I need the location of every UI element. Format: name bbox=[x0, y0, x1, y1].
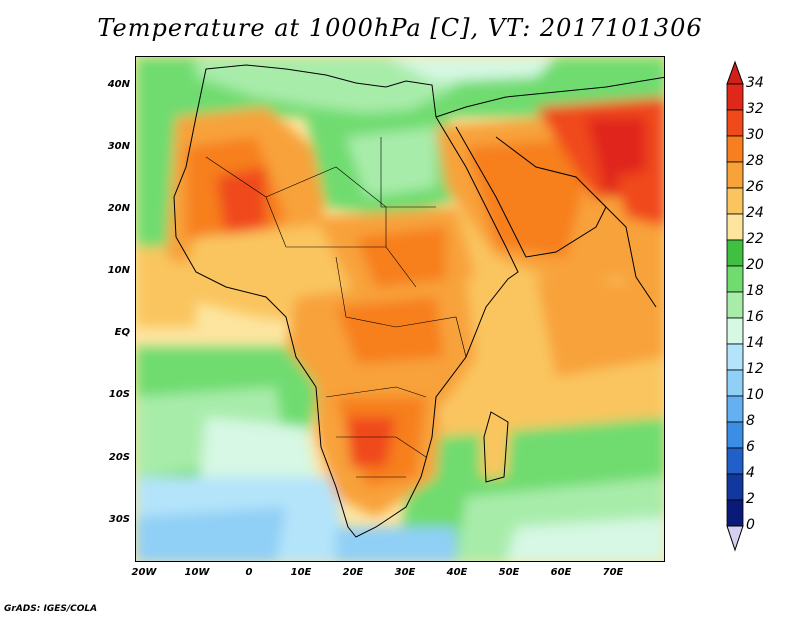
colorbar-swatch bbox=[726, 187, 744, 215]
colorbar-label: 34 bbox=[746, 75, 764, 91]
coastline bbox=[173, 64, 664, 538]
colorbar-swatch bbox=[726, 421, 744, 449]
lat-label-eq: EQ bbox=[114, 327, 130, 338]
colorbar-swatch bbox=[726, 473, 744, 501]
colorbar-label: 14 bbox=[746, 335, 764, 351]
colorbar-label: 10 bbox=[746, 387, 764, 403]
lon-label-60e: 60E bbox=[550, 567, 572, 578]
colorbar-swatch bbox=[726, 291, 744, 319]
colorbar-label: 12 bbox=[746, 361, 764, 377]
colorbar-swatch bbox=[726, 239, 744, 267]
lat-label-20s: 20S bbox=[108, 452, 130, 463]
colorbar-swatch bbox=[726, 395, 744, 423]
lat-label-10s: 10S bbox=[108, 389, 130, 400]
colorbar-label: 24 bbox=[746, 205, 764, 221]
map-title: Temperature at 1000hPa [C], VT: 20171013… bbox=[97, 14, 703, 42]
colorbar-swatch bbox=[726, 109, 744, 137]
colorbar-label: 4 bbox=[746, 465, 755, 481]
colorbar-label: 32 bbox=[746, 101, 764, 117]
temperature-field bbox=[136, 57, 664, 561]
colorbar-label: 6 bbox=[746, 439, 755, 455]
colorbar-label: 2 bbox=[746, 491, 755, 507]
colorbar-label: 0 bbox=[746, 517, 755, 533]
colorbar-label: 8 bbox=[746, 413, 755, 429]
lon-label-10w: 10W bbox=[184, 567, 210, 578]
credit-text: GrADS: IGES/COLA bbox=[4, 604, 98, 614]
colorbar-label: 28 bbox=[746, 153, 764, 169]
country-borders bbox=[205, 137, 467, 478]
lon-label-20e: 20E bbox=[342, 567, 364, 578]
colorbar-swatch bbox=[726, 161, 744, 189]
lon-label-70e: 70E bbox=[602, 567, 624, 578]
temperature-map bbox=[135, 56, 665, 562]
lat-label-30n: 30N bbox=[107, 141, 130, 152]
colorbar-swatch bbox=[726, 369, 744, 397]
lat-label-10n: 10N bbox=[107, 265, 130, 276]
colorbar-swatch bbox=[726, 317, 744, 345]
colorbar-swatch bbox=[726, 499, 744, 527]
lon-label-10e: 10E bbox=[290, 567, 312, 578]
colorbar-under-arrow bbox=[726, 525, 744, 552]
colorbar-label: 20 bbox=[746, 257, 764, 273]
lon-label-50e: 50E bbox=[498, 567, 520, 578]
colorbar-swatch bbox=[726, 213, 744, 241]
lon-label-20w: 20W bbox=[131, 567, 157, 578]
colorbar-swatch bbox=[726, 265, 744, 293]
colorbar-label: 22 bbox=[746, 231, 764, 247]
colorbar-over-arrow bbox=[726, 60, 744, 85]
colorbar-label: 30 bbox=[746, 127, 764, 143]
colorbar bbox=[726, 60, 744, 552]
lat-label-40n: 40N bbox=[107, 79, 130, 90]
colorbar-swatch bbox=[726, 343, 744, 371]
lon-label-30e: 30E bbox=[394, 567, 416, 578]
colorbar-swatch bbox=[726, 83, 744, 111]
colorbar-label: 18 bbox=[746, 283, 764, 299]
lat-label-20n: 20N bbox=[107, 203, 130, 214]
lat-label-30s: 30S bbox=[108, 514, 130, 525]
colorbar-label: 16 bbox=[746, 309, 764, 325]
map-canvas bbox=[136, 57, 664, 561]
lon-label-40e: 40E bbox=[446, 567, 468, 578]
colorbar-swatch bbox=[726, 135, 744, 163]
colorbar-label: 26 bbox=[746, 179, 764, 195]
lon-label-0: 0 bbox=[245, 567, 253, 578]
colorbar-swatch bbox=[726, 447, 744, 475]
